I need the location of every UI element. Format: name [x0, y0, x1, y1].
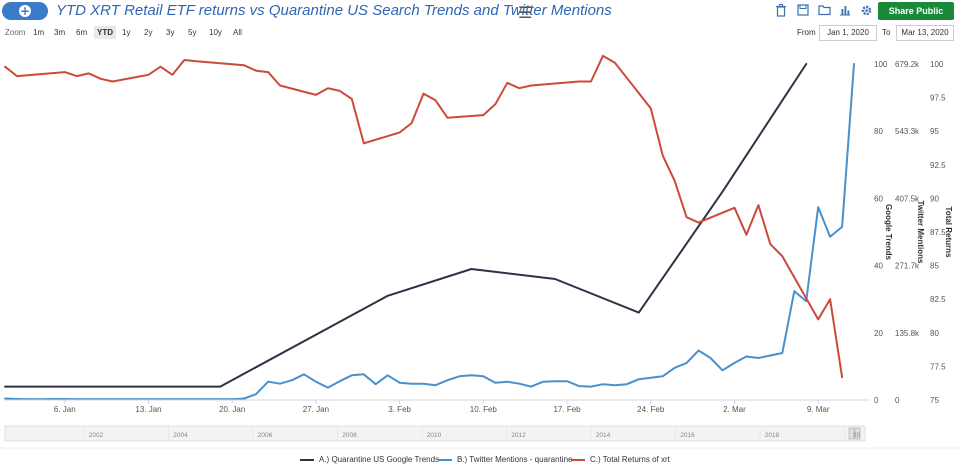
y-tick-label: 40	[874, 262, 883, 271]
folder-icon[interactable]	[817, 4, 831, 18]
hamburger-menu-icon[interactable]: ☰	[518, 3, 533, 22]
range-selector: Zoom 1m 3m 6m YTD 1y 2y 3y 5y 10y All Fr…	[0, 25, 960, 41]
y-tick-label: 90	[930, 194, 939, 203]
x-tick-label: 2. Mar	[723, 405, 746, 414]
delete-icon[interactable]	[774, 4, 788, 18]
chart-legend: A.) Quarantine US Google Trends B.) Twit…	[0, 455, 960, 469]
legend-label: B.) Twitter Mentions - quarantine	[457, 455, 573, 464]
zoom-ytd-button[interactable]: YTD	[94, 26, 116, 39]
legend-item-total-returns[interactable]: C.) Total Returns of xrt	[571, 455, 670, 464]
y-tick-label: 77.5	[930, 362, 946, 371]
series-line-0[interactable]	[4, 63, 808, 388]
x-tick-label: 27. Jan	[303, 405, 329, 414]
navigator-tick-label: 2016	[680, 432, 695, 439]
navigator-tick-label: 2006	[258, 432, 273, 439]
x-tick-label: 24. Feb	[637, 405, 665, 414]
navigator-tick-label: 2018	[765, 432, 780, 439]
y-tick-label: 87.5	[930, 228, 946, 237]
zoom-10y-button[interactable]: 10y	[209, 28, 222, 37]
zoom-2y-button[interactable]: 2y	[144, 28, 153, 37]
legend-label: A.) Quarantine US Google Trends	[319, 455, 440, 464]
y-tick-label: 135.8k	[895, 329, 920, 338]
navigator-tick-label: 2002	[89, 432, 104, 439]
y-tick-label: 82.5	[930, 295, 946, 304]
legend-swatch	[300, 458, 314, 461]
y-tick-label: 407.5k	[895, 194, 920, 203]
x-tick-label: 10. Feb	[470, 405, 498, 414]
series-line-2[interactable]	[4, 54, 844, 379]
series-line-1[interactable]	[4, 63, 855, 401]
chart-title: YTD XRT Retail ETF returns vs Quarantine…	[56, 2, 612, 19]
y-tick-label: 80	[930, 329, 939, 338]
save-icon[interactable]	[796, 4, 810, 18]
y-tick-label: 543.3k	[895, 127, 920, 136]
zoom-1y-button[interactable]: 1y	[122, 28, 131, 37]
x-tick-label: 6. Jan	[54, 405, 76, 414]
y-tick-label: 60	[874, 194, 883, 203]
y-tick-label: 100	[930, 60, 944, 69]
zoom-5y-button[interactable]: 5y	[188, 28, 197, 37]
y-tick-label: 20	[874, 329, 883, 338]
from-label: From	[797, 28, 816, 37]
to-label: To	[882, 28, 891, 37]
navigator-tick-label: 2008	[342, 432, 357, 439]
navigator-tick-label: 2012	[511, 432, 526, 439]
to-date-input[interactable]: Mar 13, 2020	[896, 25, 954, 41]
navigator-handle-right[interactable]	[854, 427, 861, 440]
y-tick-label: 0	[874, 396, 879, 405]
legend-label: C.) Total Returns of xrt	[590, 455, 670, 464]
zoom-3m-button[interactable]: 3m	[54, 28, 66, 37]
chart-header: + YTD XRT Retail ETF returns vs Quaranti…	[0, 0, 960, 34]
zoom-3y-button[interactable]: 3y	[166, 28, 175, 37]
y-tick-label: 95	[930, 127, 939, 136]
navigator: 2002 2004 2006 2008 2010 2012 2014 2016 2018 20	[0, 425, 960, 449]
navigator-tick-label: 2014	[596, 432, 611, 439]
legend-item-twitter-mentions[interactable]: B.) Twitter Mentions - quarantine	[438, 455, 572, 464]
y-tick-label: 85	[930, 262, 939, 271]
share-public-chart-button[interactable]: Share Public Chart	[878, 2, 954, 34]
x-tick-label: 17. Feb	[553, 405, 581, 414]
legend-swatch	[571, 458, 585, 461]
y-tick-label: 80	[874, 127, 883, 136]
navigator-handle-left[interactable]	[848, 427, 855, 440]
add-series-button[interactable]: +	[2, 2, 48, 20]
x-tick-label: 9. Mar	[807, 405, 830, 414]
x-tick-label: 3. Feb	[388, 405, 411, 414]
legend-swatch	[438, 458, 452, 461]
navigator-tick-label: 2010	[427, 432, 442, 439]
y-tick-label: 75	[930, 396, 939, 405]
x-tick-label: 13. Jan	[135, 405, 161, 414]
legend-item-google-trends[interactable]: A.) Quarantine US Google Trends	[300, 455, 439, 464]
y-axis-title: Total Returns	[944, 207, 953, 259]
from-date-input[interactable]: Jan 1, 2020	[819, 25, 877, 41]
y-tick-label: 100	[874, 60, 888, 69]
x-tick-label: 20. Jan	[219, 405, 245, 414]
zoom-label: Zoom	[5, 28, 26, 37]
chart-type-icon[interactable]	[838, 4, 852, 18]
y-tick-label: 92.5	[930, 161, 946, 170]
y-tick-label: 271.7k	[895, 262, 920, 271]
zoom-1m-button[interactable]: 1m	[33, 28, 45, 37]
plus-icon: +	[19, 4, 31, 18]
y-tick-label: 679.2k	[895, 60, 920, 69]
settings-icon[interactable]	[859, 4, 873, 18]
y-axis-title: Google Trends	[884, 204, 893, 261]
navigator-tick-label: 2004	[173, 432, 188, 439]
y-tick-label: 0	[895, 396, 900, 405]
y-axis-title: Twitter Mentions	[916, 201, 925, 265]
zoom-6m-button[interactable]: 6m	[76, 28, 88, 37]
navigator-tick-label: 20	[853, 432, 861, 439]
zoom-all-button[interactable]: All	[233, 28, 242, 37]
y-tick-label: 97.5	[930, 94, 946, 103]
